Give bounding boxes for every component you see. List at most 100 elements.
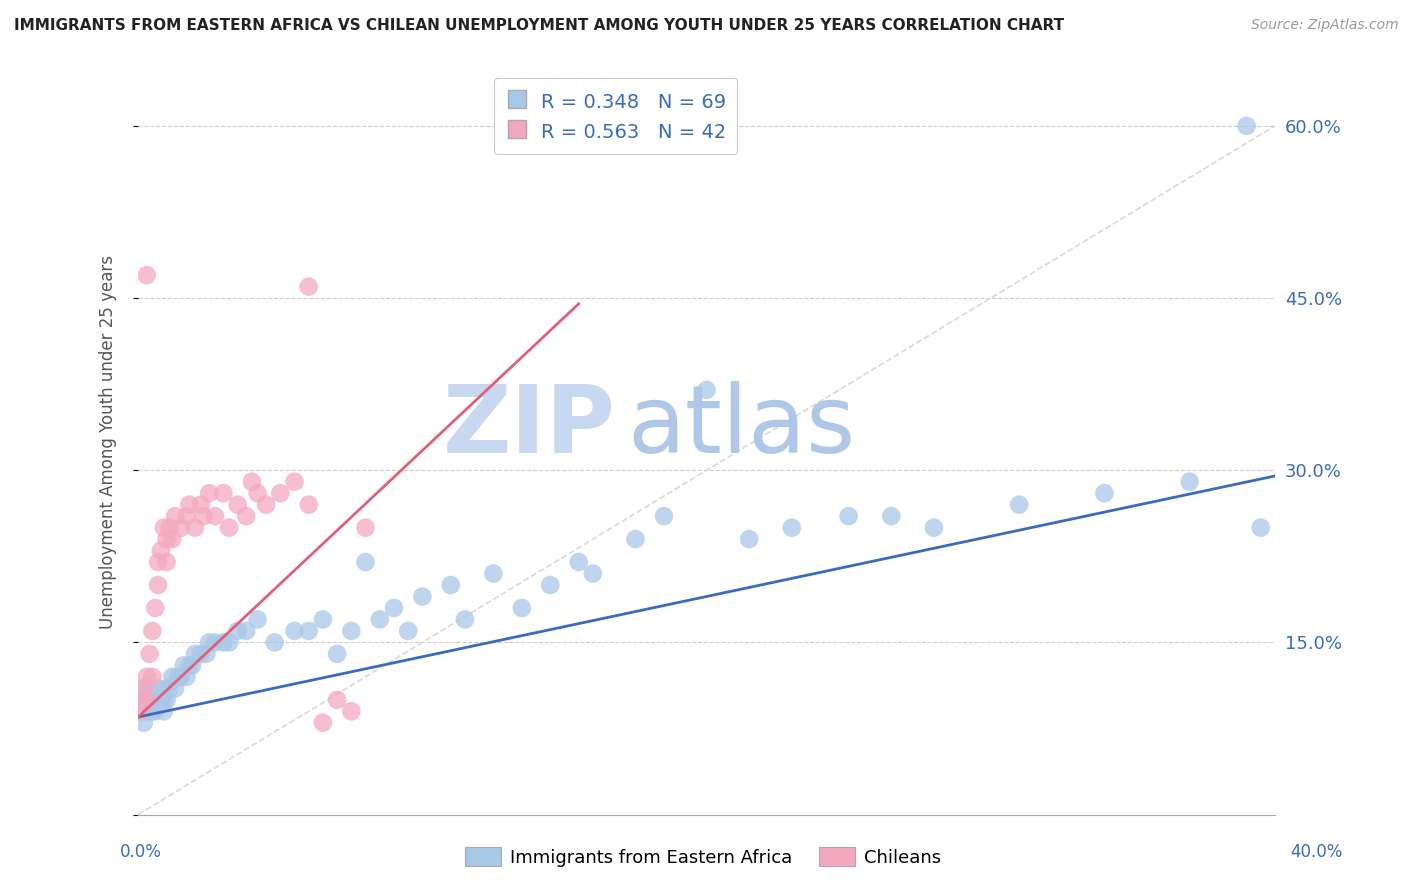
Point <box>218 635 240 649</box>
Point <box>212 635 235 649</box>
Point <box>184 521 207 535</box>
Point <box>162 670 184 684</box>
Point <box>156 555 179 569</box>
Point <box>218 521 240 535</box>
Point <box>568 555 591 569</box>
Point <box>129 693 152 707</box>
Point <box>510 601 533 615</box>
Point <box>193 509 215 524</box>
Point <box>246 612 269 626</box>
Point <box>411 590 433 604</box>
Point <box>138 647 160 661</box>
Point <box>198 486 221 500</box>
Point <box>146 681 169 696</box>
Point <box>141 670 163 684</box>
Point <box>1250 521 1272 535</box>
Point <box>1094 486 1116 500</box>
Point <box>382 601 405 615</box>
Text: Source: ZipAtlas.com: Source: ZipAtlas.com <box>1251 18 1399 32</box>
Point <box>156 693 179 707</box>
Point <box>159 681 181 696</box>
Point <box>138 693 160 707</box>
Point <box>146 693 169 707</box>
Point <box>838 509 860 524</box>
Point <box>195 647 218 661</box>
Point <box>696 383 718 397</box>
Point <box>179 498 201 512</box>
Point <box>738 532 761 546</box>
Point <box>283 475 305 489</box>
Point <box>298 279 321 293</box>
Y-axis label: Unemployment Among Youth under 25 years: Unemployment Among Youth under 25 years <box>100 254 117 629</box>
Point <box>159 521 181 535</box>
Point <box>538 578 561 592</box>
Point <box>156 681 179 696</box>
Point <box>167 670 190 684</box>
Point <box>269 486 291 500</box>
Point <box>135 268 157 282</box>
Point <box>624 532 647 546</box>
Point <box>326 693 349 707</box>
Point <box>246 486 269 500</box>
Point <box>212 486 235 500</box>
Point <box>190 647 212 661</box>
Point <box>226 624 249 638</box>
Point <box>132 715 155 730</box>
Text: IMMIGRANTS FROM EASTERN AFRICA VS CHILEAN UNEMPLOYMENT AMONG YOUTH UNDER 25 YEAR: IMMIGRANTS FROM EASTERN AFRICA VS CHILEA… <box>14 18 1064 33</box>
Point <box>298 624 321 638</box>
Legend: Immigrants from Eastern Africa, Chileans: Immigrants from Eastern Africa, Chileans <box>457 840 949 874</box>
Point <box>181 658 204 673</box>
Point <box>340 624 363 638</box>
Point <box>340 704 363 718</box>
Point <box>354 555 377 569</box>
Point <box>204 509 226 524</box>
Point <box>1236 119 1258 133</box>
Point <box>141 693 163 707</box>
Point <box>454 612 477 626</box>
Point <box>922 521 945 535</box>
Point <box>298 498 321 512</box>
Point <box>170 670 193 684</box>
Point <box>482 566 505 581</box>
Point <box>152 521 174 535</box>
Text: atlas: atlas <box>627 381 855 473</box>
Point <box>132 681 155 696</box>
Point <box>235 509 257 524</box>
Point <box>149 693 172 707</box>
Point <box>156 532 179 546</box>
Point <box>146 578 169 592</box>
Point <box>190 498 212 512</box>
Point <box>135 693 157 707</box>
Point <box>263 635 285 649</box>
Point <box>396 624 419 638</box>
Point <box>135 704 157 718</box>
Point <box>312 612 335 626</box>
Point <box>129 693 152 707</box>
Point <box>440 578 463 592</box>
Point <box>165 681 187 696</box>
Point <box>226 498 249 512</box>
Text: 40.0%: 40.0% <box>1291 843 1343 861</box>
Point <box>149 543 172 558</box>
Point <box>354 521 377 535</box>
Point <box>368 612 391 626</box>
Point <box>1008 498 1031 512</box>
Point <box>880 509 903 524</box>
Point <box>141 624 163 638</box>
Point <box>146 555 169 569</box>
Point <box>312 715 335 730</box>
Point <box>173 658 195 673</box>
Point <box>204 635 226 649</box>
Point <box>152 704 174 718</box>
Point <box>162 532 184 546</box>
Point <box>176 509 198 524</box>
Text: ZIP: ZIP <box>443 381 616 473</box>
Point <box>652 509 675 524</box>
Point <box>240 475 263 489</box>
Point <box>582 566 605 581</box>
Point <box>283 624 305 638</box>
Point <box>184 647 207 661</box>
Point <box>198 635 221 649</box>
Point <box>780 521 803 535</box>
Point <box>129 704 152 718</box>
